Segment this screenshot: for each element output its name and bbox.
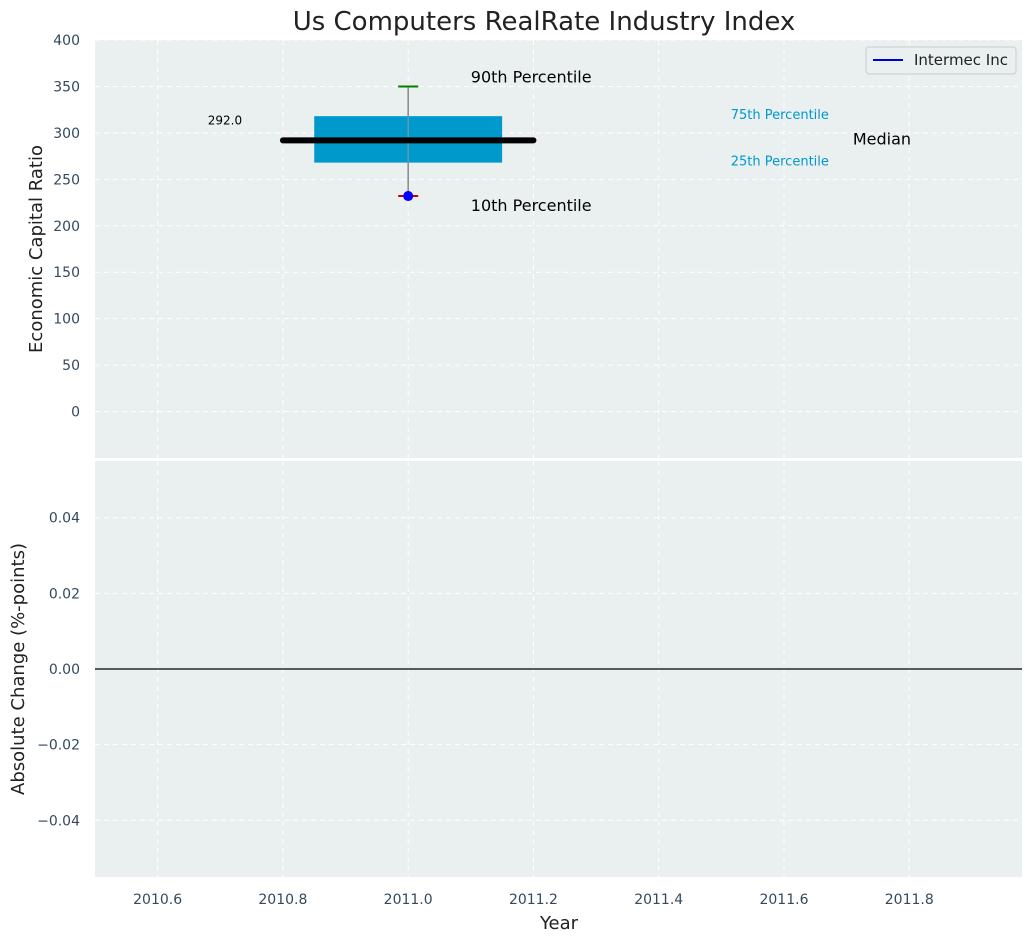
bottom-y-tick-label: −0.04 — [37, 813, 80, 829]
top-y-tick-label: 0 — [71, 405, 80, 421]
top-y-tick-label: 50 — [62, 358, 80, 374]
x-tick-labels: 2010.6 2010.8 2011.0 2011.2 2011.4 2011.6 2011… — [133, 892, 934, 908]
median-label: Median — [853, 129, 911, 148]
p10-label: 10th Percentile — [471, 196, 592, 215]
bottom-y-tick-label: −0.02 — [37, 738, 80, 754]
top-y-tick-label: 250 — [53, 172, 80, 188]
box-plot — [279, 85, 537, 202]
top-y-tick-label: 100 — [53, 312, 80, 328]
legend-box — [865, 46, 1017, 75]
bottom-y-tick-label: 0.00 — [49, 662, 80, 678]
top-y-tick-labels: 0 50 100 150 200 250 300 350 400 — [53, 33, 80, 421]
top-y-axis-label: Economic Capital Ratio — [26, 145, 47, 353]
top-grid — [95, 39, 1022, 458]
x-tick-label: 2011.2 — [509, 892, 558, 908]
top-y-tick-label: 400 — [53, 33, 80, 49]
p25-label: 25th Percentile — [731, 155, 829, 170]
x-tick-label: 2010.6 — [133, 892, 182, 908]
annotations: 292.0 90th Percentile 10th Percentile 75… — [208, 67, 911, 215]
legend-entry: Intermec Inc — [914, 51, 1008, 69]
top-panel: 0 50 100 150 200 250 300 350 400 Economic Capita… — [26, 33, 1022, 458]
bottom-y-tick-labels: −0.04 −0.02 0.00 0.02 0.04 — [37, 511, 80, 830]
top-y-tick-label: 200 — [53, 219, 80, 235]
x-tick-label: 2010.8 — [258, 892, 307, 908]
x-tick-label: 2011.6 — [759, 892, 808, 908]
x-tick-label: 2011.0 — [384, 892, 433, 908]
bottom-y-axis-label: Absolute Change (%-points) — [8, 543, 29, 795]
bottom-y-tick-label: 0.04 — [49, 511, 80, 527]
x-tick-label: 2011.4 — [634, 892, 683, 908]
top-y-tick-label: 350 — [53, 79, 80, 95]
x-axis-label: Year — [539, 913, 579, 934]
median-value-label: 292.0 — [208, 113, 242, 127]
top-plot-background — [95, 40, 1022, 458]
p90-label: 90th Percentile — [471, 67, 592, 86]
company-point — [403, 191, 414, 202]
x-tick-label: 2011.8 — [885, 892, 934, 908]
p75-label: 75th Percentile — [731, 108, 829, 123]
bottom-panel: −0.04 −0.02 0.00 0.02 0.04 2010.6 2010.8 2011.… — [8, 461, 1022, 934]
bottom-y-tick-label: 0.02 — [49, 586, 80, 602]
legend: Intermec Inc — [865, 46, 1017, 75]
chart-title: Us Computers RealRate Industry Index — [293, 7, 796, 37]
top-y-tick-label: 150 — [53, 265, 80, 281]
top-y-tick-label: 300 — [53, 126, 80, 142]
